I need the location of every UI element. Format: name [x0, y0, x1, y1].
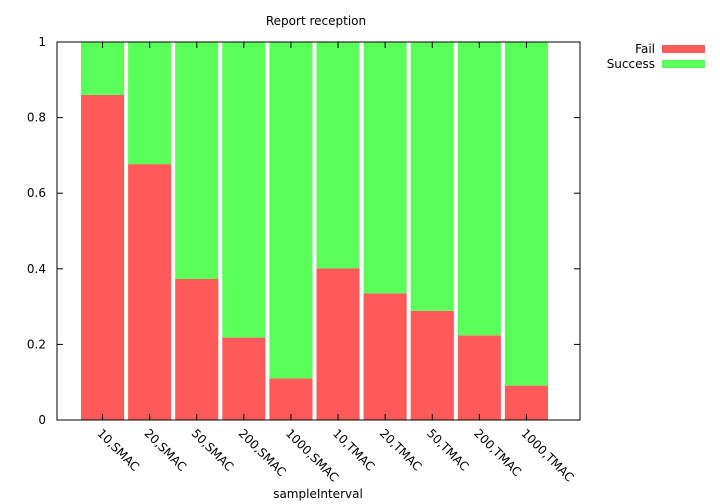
bar-success-6: [363, 42, 407, 294]
bar-fail-3: [222, 337, 266, 420]
y-tick-label-2: 0.4: [27, 262, 46, 276]
x-tick-label-8: 200,TMAC: [471, 426, 524, 479]
y-tick-label-5: 1: [38, 35, 46, 49]
y-tick-label-4: 0.8: [27, 111, 46, 125]
bar-fail-0: [81, 94, 125, 421]
x-tick-label-3: 200,SMAC: [236, 426, 289, 479]
x-tick-label-2: 50,SMAC: [189, 426, 237, 474]
bar-fail-2: [175, 279, 219, 420]
bar-success-8: [457, 42, 501, 336]
x-tick-label-1: 20,SMAC: [142, 426, 190, 474]
x-tick-label-9: 1000,TMAC: [518, 426, 576, 484]
legend-swatch-fail: [662, 45, 705, 53]
bar-success-7: [410, 42, 454, 311]
bar-success-4: [269, 42, 313, 379]
x-tick-label-5: 10,TMAC: [330, 426, 377, 473]
x-tick-label-6: 20,TMAC: [377, 426, 424, 473]
chart-title: Report reception: [266, 14, 366, 28]
y-tick-label-3: 0.6: [27, 186, 46, 200]
bars-group: [81, 42, 548, 421]
y-tick-label-0: 0: [38, 413, 46, 427]
x-axis-label: sampleInterval: [273, 487, 363, 501]
bar-success-2: [175, 42, 219, 280]
legend-label-fail: Fail: [635, 42, 655, 56]
bar-fail-1: [128, 164, 172, 420]
bar-fail-8: [457, 335, 501, 420]
x-tick-label-0: 10,SMAC: [94, 426, 142, 474]
bar-success-1: [128, 42, 172, 165]
plot-frame: [56, 41, 581, 421]
bar-fail-7: [410, 310, 454, 420]
y-tick-label-1: 0.2: [27, 337, 46, 351]
bar-fail-6: [363, 293, 407, 420]
legend-swatch-success: [662, 60, 705, 68]
bar-fail-5: [316, 268, 360, 420]
bar-fail-4: [269, 378, 313, 420]
bar-success-0: [81, 42, 125, 95]
y-axis: 0 0.2 0.4 0.6 0.8 1: [27, 35, 580, 427]
legend-label-success: Success: [607, 57, 655, 71]
bar-success-5: [316, 42, 360, 269]
bar-success-9: [504, 42, 548, 386]
bar-success-3: [222, 42, 266, 338]
x-tick-label-7: 50,TMAC: [424, 426, 471, 473]
